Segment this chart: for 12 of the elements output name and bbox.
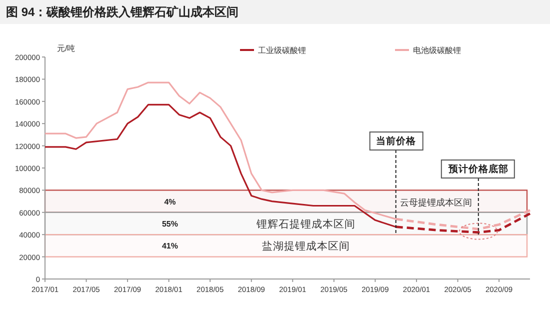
legend-label: 电池级碳酸锂 xyxy=(413,46,461,55)
band-label: 云母提锂成本区间 xyxy=(400,197,472,208)
annotation: 55% xyxy=(162,220,178,228)
annotation: 41% xyxy=(162,242,178,251)
annotation: 4% xyxy=(164,197,176,206)
ref-line-label: 预计价格底部 xyxy=(447,163,508,175)
y-axis-title: 元/吨 xyxy=(57,44,76,53)
ref-line-label: 当前价格 xyxy=(376,135,417,147)
band-label: 锂辉石提锂成本区间 xyxy=(256,218,356,230)
band-label: 盐湖提锂成本区间 xyxy=(262,240,350,253)
chart-title: 图 94：碳酸锂价格跌入锂辉石矿山成本区间 xyxy=(6,5,239,19)
legend-label: 工业级碳酸锂 xyxy=(258,46,306,55)
